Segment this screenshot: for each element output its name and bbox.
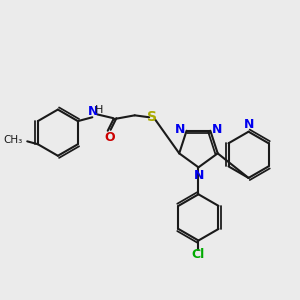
Text: H: H — [95, 105, 103, 115]
Text: CH₃: CH₃ — [3, 135, 22, 146]
Text: S: S — [147, 110, 157, 124]
Text: N: N — [175, 123, 185, 136]
Text: N: N — [194, 169, 205, 182]
Text: N: N — [212, 123, 222, 136]
Text: N: N — [244, 118, 255, 131]
Text: Cl: Cl — [192, 248, 205, 262]
Text: O: O — [104, 131, 115, 144]
Text: N: N — [88, 105, 98, 118]
